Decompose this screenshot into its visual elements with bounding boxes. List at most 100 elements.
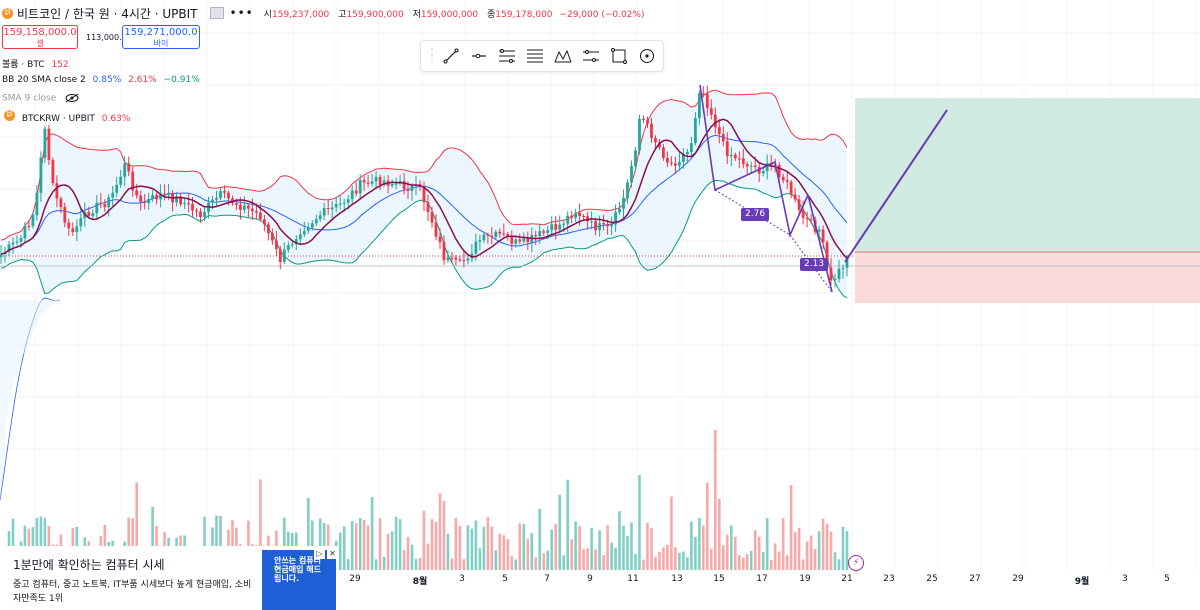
time-axis[interactable]: 29 8월 3 5 7 9 11 13 15 17 19 21 23 25 27 29 9월 3 5 (0, 570, 1200, 588)
candle (542, 231, 546, 233)
volume-bar (43, 518, 47, 570)
compare-symbol-legend[interactable]: BTCKRW · UPBIT 0.63% (2, 108, 130, 124)
candle (646, 120, 649, 124)
volume-value: 152 (51, 60, 69, 70)
candle (522, 238, 526, 242)
volume-bar (773, 543, 777, 570)
ad-body[interactable]: 중고 컴퓨터, 중고 노트북, IT부품 시세보다 높게 현금매입, 소비자만족… (13, 580, 252, 604)
candle (231, 198, 234, 204)
hidden-eye-icon[interactable] (65, 93, 79, 103)
buy-label: 바이 (153, 39, 169, 48)
volume-indicator-legend[interactable]: 볼륨 · BTC 152 (2, 57, 69, 70)
candle (91, 213, 95, 216)
volume-bar (765, 518, 769, 570)
xabcd-pattern-icon[interactable] (549, 43, 577, 69)
circle-icon[interactable] (633, 43, 661, 69)
candle (211, 199, 214, 203)
candle (139, 195, 143, 202)
volume-bar (454, 517, 458, 570)
drawing-toolbar: ⋮ ⋮ (420, 40, 664, 72)
candle (458, 259, 462, 261)
time-axis-label: 8월 (412, 577, 428, 587)
horizontal-ray-icon[interactable] (465, 43, 493, 69)
candle (630, 166, 633, 183)
volume-bar (738, 555, 741, 570)
volume-bar (370, 497, 374, 570)
bollinger-upper-line (0, 89, 848, 241)
volume-bar (534, 557, 537, 570)
candle (275, 240, 278, 250)
buy-button[interactable]: 159,271,000.0 바이 (122, 25, 200, 49)
candle (626, 182, 629, 198)
ad-info-icon[interactable]: ▷ (314, 548, 325, 559)
volume-bar (562, 555, 565, 570)
volume-bar (793, 532, 797, 570)
more-icon[interactable]: ••• (229, 6, 254, 20)
long-position-icon[interactable] (577, 43, 605, 69)
volume-bar (526, 539, 530, 570)
candle (654, 138, 657, 143)
sma-indicator-legend[interactable]: SMA 9 close (2, 93, 79, 104)
volume-bar (598, 530, 601, 570)
candle (47, 128, 51, 160)
compare-fill (0, 300, 60, 500)
volume-bar (378, 518, 382, 570)
volume-bar (670, 496, 673, 570)
trend-line-icon[interactable] (437, 43, 465, 69)
candle (526, 238, 530, 243)
advertisement-banner[interactable]: 1분만에 확인하는 컴퓨터 시세 중고 컴퓨터, 중고 노트북, IT부품 시세… (0, 546, 338, 610)
candle (466, 258, 470, 261)
candle (793, 194, 797, 200)
ad-image[interactable]: 안쓰는 컴퓨터 현금매입 해드립니다. (262, 550, 336, 610)
candle (777, 165, 781, 177)
fib-retracement-icon[interactable] (521, 43, 549, 69)
candle (23, 225, 27, 239)
candle (474, 241, 478, 254)
drag-handle-icon[interactable]: ⋮ ⋮ (427, 47, 437, 64)
volume-bar (590, 527, 593, 570)
bb-indicator-legend[interactable]: BB 20 SMA close 2 0.85% 2.61% −0.91% (2, 75, 200, 85)
time-axis-label: 3 (1122, 574, 1128, 584)
pattern-ratio-label[interactable]: 2.76 (741, 208, 770, 221)
candle (235, 203, 238, 205)
volume-bar (430, 519, 434, 570)
rectangle-icon[interactable] (605, 43, 633, 69)
time-axis-label: 5 (1164, 574, 1170, 584)
volume-bar (446, 533, 450, 570)
volume-bar (283, 517, 286, 570)
lightning-icon[interactable]: ⚡ (848, 555, 864, 571)
bitcoin-icon (4, 108, 15, 121)
sell-button[interactable]: 159,158,000.0 셀 (2, 25, 78, 49)
volume-bar (714, 430, 717, 570)
volume-bar (706, 482, 709, 570)
volume-bar (582, 549, 585, 570)
candle (566, 215, 570, 224)
candle (55, 183, 59, 199)
volume-bar (426, 543, 430, 570)
ad-title[interactable]: 1분만에 확인하는 컴퓨터 시세 (13, 558, 165, 572)
ohlc-low: 159,000,000 (420, 9, 479, 20)
candle (737, 158, 741, 160)
candle (67, 222, 71, 229)
pattern-ratio-label[interactable]: 2.13 (800, 258, 829, 271)
candle (430, 212, 434, 223)
candle (570, 215, 574, 218)
candle (837, 268, 841, 279)
candle (717, 127, 721, 135)
candle (163, 193, 166, 195)
time-axis-label: 3 (459, 574, 465, 584)
candle (494, 231, 498, 237)
ad-image-text: 안쓰는 컴퓨터 현금매입 해드립니다. (274, 556, 321, 583)
volume-bar (654, 556, 657, 570)
flag-icon[interactable] (209, 7, 224, 19)
ad-close-icon[interactable]: ✕ (327, 548, 338, 559)
symbol-title[interactable]: 비트코인 / 한국 원 · 4시간 · UPBIT (17, 6, 198, 21)
candle (103, 204, 107, 208)
volume-bar (522, 524, 526, 570)
parallel-channel-icon[interactable] (493, 43, 521, 69)
volume-bar (406, 537, 410, 570)
volume-label: 볼륨 · BTC (2, 60, 45, 70)
candle (111, 192, 115, 198)
time-axis-label: 25 (926, 574, 938, 584)
